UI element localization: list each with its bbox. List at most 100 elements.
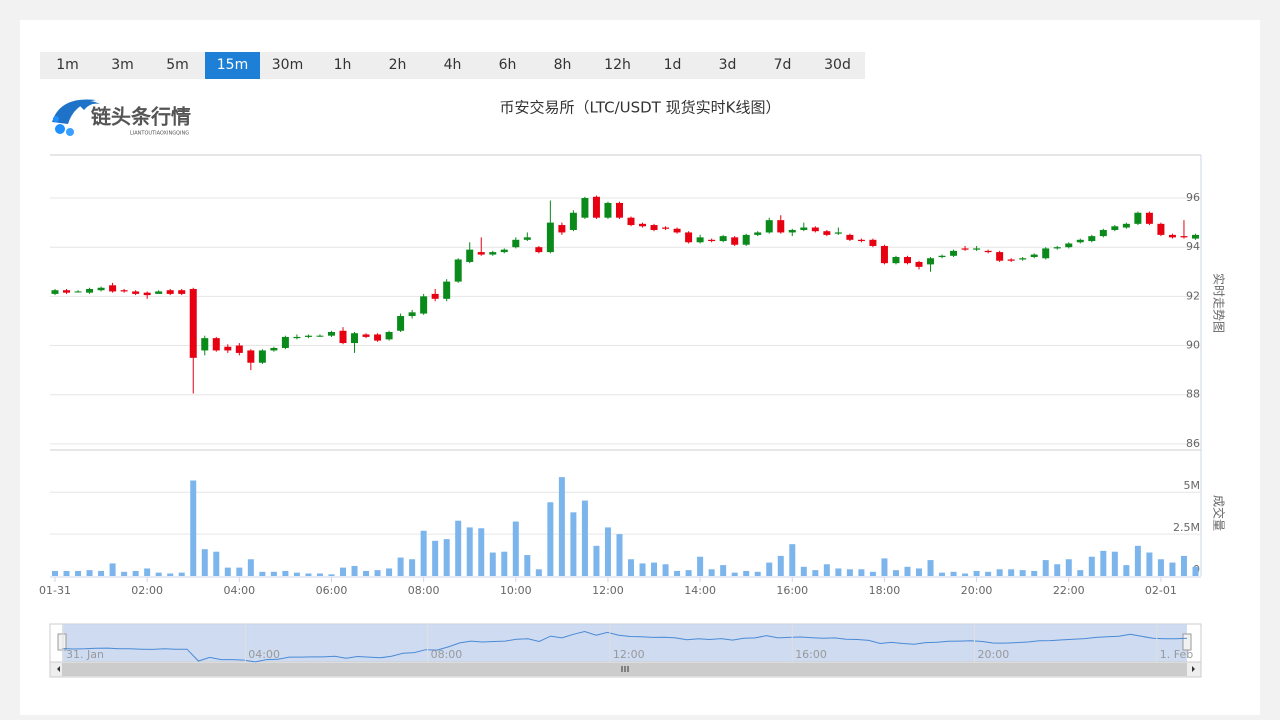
candle-body bbox=[1180, 236, 1188, 238]
candle-body bbox=[477, 252, 485, 255]
candle-body bbox=[143, 292, 151, 296]
candle-body bbox=[639, 223, 647, 227]
volume-bar bbox=[973, 570, 980, 576]
volume-bar bbox=[904, 566, 911, 576]
interval-button[interactable]: 3m bbox=[111, 57, 134, 73]
y-tick-label: 90 bbox=[1186, 339, 1200, 352]
interval-button[interactable]: 12h bbox=[604, 57, 631, 73]
volume-bar bbox=[420, 530, 427, 576]
volume-bar bbox=[812, 570, 819, 576]
candle-body bbox=[74, 291, 82, 293]
volume-bar bbox=[363, 570, 370, 576]
candle-body bbox=[546, 222, 554, 253]
volume-bar bbox=[132, 570, 139, 576]
interval-button[interactable]: 6h bbox=[498, 57, 517, 73]
volume-bar bbox=[858, 569, 865, 576]
volume-bar bbox=[800, 566, 807, 576]
logo: 链头条行情 LIANTOUTIAOXINGQING bbox=[52, 99, 191, 137]
candle-body bbox=[500, 249, 508, 253]
x-tick-label: 02-01 bbox=[1145, 584, 1177, 597]
candle-body bbox=[1088, 236, 1096, 242]
volume-bar bbox=[98, 570, 105, 576]
volume-bar bbox=[881, 558, 888, 576]
volume-bar bbox=[916, 568, 922, 576]
volume-bar bbox=[478, 528, 485, 576]
navigator-handle[interactable] bbox=[1182, 633, 1192, 651]
volume-tick-label: 2.5M bbox=[1173, 521, 1200, 534]
navigator-label: 31. Jan bbox=[66, 648, 104, 661]
candle-body bbox=[316, 335, 324, 337]
logo-subtext: LIANTOUTIAOXINGQING bbox=[130, 131, 189, 137]
candle-body bbox=[1145, 212, 1153, 224]
volume-bar bbox=[75, 570, 82, 576]
candle-body bbox=[719, 236, 727, 242]
volume-bar bbox=[190, 480, 197, 576]
volume-bar bbox=[213, 551, 220, 576]
x-tick-label: 14:00 bbox=[684, 584, 716, 597]
candle-body bbox=[973, 248, 981, 250]
chart-title: 币安交易所（LTC/USDT 现货实时K线图） bbox=[500, 99, 781, 117]
candle-body bbox=[1099, 229, 1107, 237]
interval-button[interactable]: 3d bbox=[718, 57, 737, 73]
interval-button[interactable]: 4h bbox=[443, 57, 462, 73]
volume-bar bbox=[1008, 569, 1015, 576]
interval-button[interactable]: 5m bbox=[166, 57, 189, 73]
volume-bar bbox=[316, 573, 323, 576]
navigator-label: 20:00 bbox=[978, 648, 1010, 661]
volume-bar bbox=[63, 570, 70, 576]
interval-button[interactable]: 7d bbox=[773, 57, 792, 73]
candle-body bbox=[327, 332, 335, 336]
volume-bar bbox=[305, 573, 312, 576]
volume-bar bbox=[512, 521, 519, 576]
candle-body bbox=[1122, 223, 1130, 228]
candle-body bbox=[1065, 243, 1073, 248]
volume-bar bbox=[224, 567, 231, 576]
interval-button[interactable]: 8h bbox=[553, 57, 572, 73]
candle-body bbox=[132, 291, 140, 294]
candle-body bbox=[212, 338, 220, 351]
y-tick-label: 96 bbox=[1186, 191, 1200, 204]
candle-body bbox=[362, 334, 370, 337]
volume-bar bbox=[720, 565, 727, 576]
candle-body bbox=[120, 290, 128, 292]
x-tick-label: 20:00 bbox=[961, 584, 993, 597]
navigator-label: 04:00 bbox=[248, 648, 280, 661]
volume-bar bbox=[697, 556, 704, 576]
volume-bar bbox=[708, 569, 715, 576]
volume-bar bbox=[351, 565, 358, 576]
candle-body bbox=[1157, 223, 1165, 235]
y-axis-label: 实时走势图 bbox=[1212, 273, 1227, 333]
candle-body bbox=[166, 290, 174, 294]
candle-body bbox=[1053, 247, 1061, 249]
candle-body bbox=[604, 202, 612, 218]
volume-bar bbox=[950, 571, 957, 576]
candle-body bbox=[765, 220, 773, 233]
navigator-handle[interactable] bbox=[57, 633, 67, 651]
x-tick-label: 01-31 bbox=[39, 584, 71, 597]
navigator-label: 08:00 bbox=[431, 648, 463, 661]
candle-body bbox=[1007, 259, 1015, 261]
interval-button[interactable]: 2h bbox=[388, 57, 407, 73]
volume-bar bbox=[662, 564, 669, 576]
interval-button[interactable]: 1d bbox=[663, 57, 682, 73]
volume-bar bbox=[593, 545, 600, 576]
interval-button[interactable]: 1m bbox=[56, 57, 79, 73]
candle-body bbox=[627, 217, 635, 226]
interval-button[interactable]: 30d bbox=[824, 57, 851, 73]
candle-body bbox=[823, 231, 831, 235]
y-tick-label: 94 bbox=[1186, 240, 1200, 253]
scroll-grip bbox=[621, 666, 629, 672]
volume-bar bbox=[432, 540, 439, 576]
candle-body bbox=[351, 333, 359, 344]
interval-button[interactable]: 1h bbox=[333, 57, 352, 73]
candle-body bbox=[247, 350, 255, 363]
candle-body bbox=[443, 281, 451, 299]
interval-button[interactable]: 30m bbox=[271, 57, 304, 73]
candle-body bbox=[454, 259, 462, 282]
volume-bar bbox=[570, 512, 577, 576]
interval-button[interactable]: 15m bbox=[205, 52, 260, 79]
candle-body bbox=[673, 228, 681, 233]
volume-bar bbox=[397, 557, 404, 576]
candle-body bbox=[339, 330, 347, 344]
candle-body bbox=[708, 239, 716, 242]
